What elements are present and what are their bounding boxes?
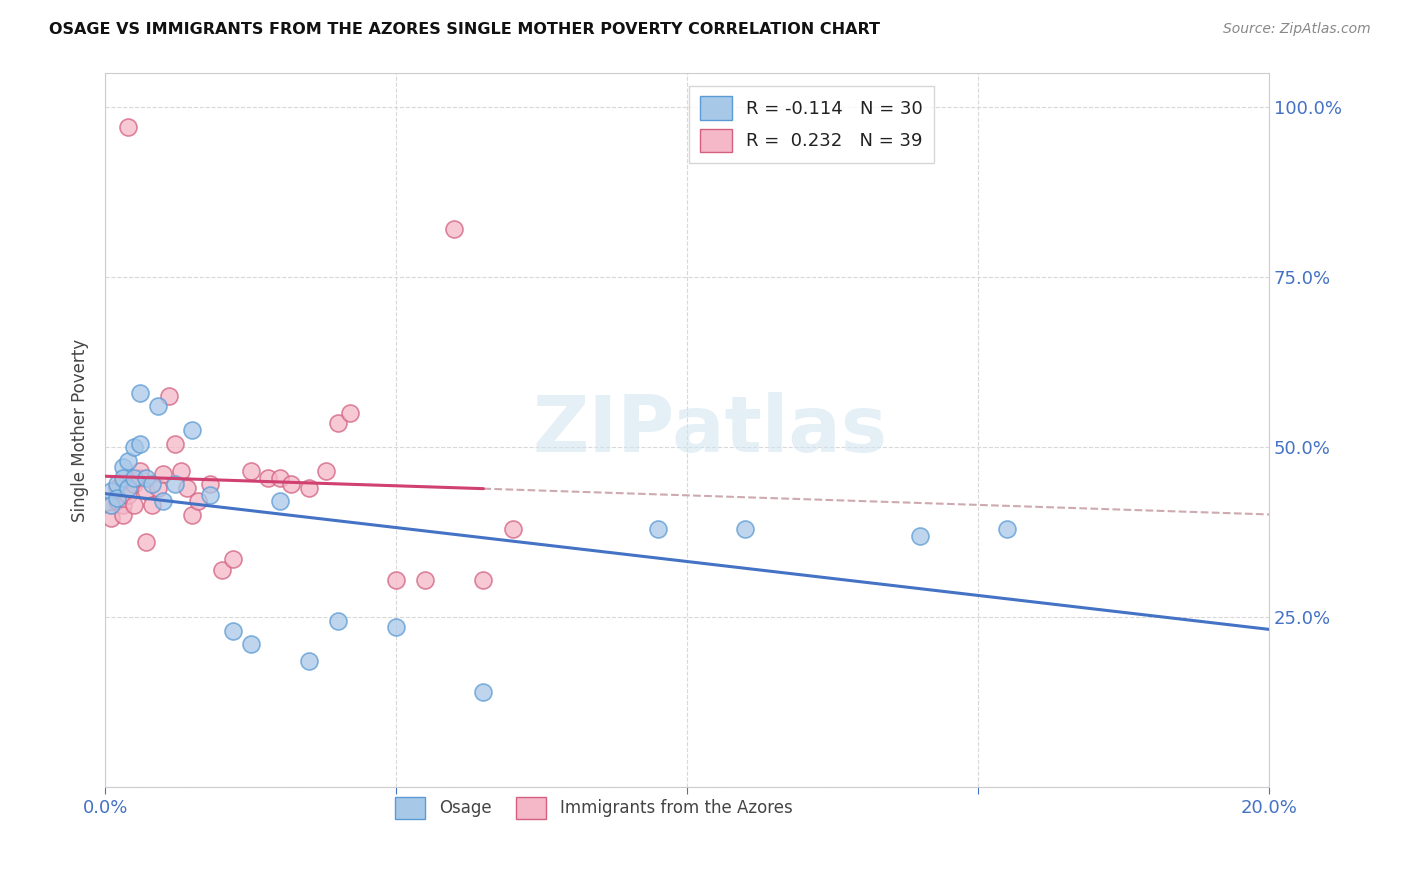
Point bbox=[135, 535, 157, 549]
Point bbox=[124, 471, 146, 485]
Point bbox=[105, 491, 128, 505]
Point bbox=[734, 522, 756, 536]
Point bbox=[152, 467, 174, 482]
Point bbox=[141, 477, 163, 491]
Point bbox=[385, 620, 408, 634]
Point bbox=[413, 573, 436, 587]
Point bbox=[146, 399, 169, 413]
Point bbox=[105, 477, 128, 491]
Point bbox=[100, 484, 122, 499]
Point bbox=[298, 481, 321, 495]
Point bbox=[385, 573, 408, 587]
Point bbox=[187, 494, 209, 508]
Point bbox=[105, 494, 128, 508]
Text: Source: ZipAtlas.com: Source: ZipAtlas.com bbox=[1223, 22, 1371, 37]
Y-axis label: Single Mother Poverty: Single Mother Poverty bbox=[72, 338, 89, 522]
Point bbox=[124, 440, 146, 454]
Point bbox=[117, 453, 139, 467]
Point bbox=[176, 481, 198, 495]
Point bbox=[100, 498, 122, 512]
Point bbox=[117, 120, 139, 135]
Point bbox=[163, 436, 186, 450]
Point bbox=[111, 508, 134, 522]
Point bbox=[326, 614, 349, 628]
Point bbox=[326, 417, 349, 431]
Point bbox=[647, 522, 669, 536]
Point bbox=[105, 481, 128, 495]
Point bbox=[181, 508, 204, 522]
Point bbox=[124, 477, 146, 491]
Point bbox=[135, 471, 157, 485]
Point bbox=[198, 477, 221, 491]
Point bbox=[117, 481, 139, 495]
Point bbox=[443, 222, 465, 236]
Point bbox=[100, 511, 122, 525]
Point bbox=[315, 464, 337, 478]
Point bbox=[472, 573, 495, 587]
Point bbox=[141, 498, 163, 512]
Point bbox=[111, 498, 134, 512]
Point bbox=[280, 477, 302, 491]
Point bbox=[170, 464, 193, 478]
Point bbox=[239, 464, 262, 478]
Point bbox=[269, 494, 291, 508]
Point bbox=[129, 471, 152, 485]
Point bbox=[117, 488, 139, 502]
Text: OSAGE VS IMMIGRANTS FROM THE AZORES SINGLE MOTHER POVERTY CORRELATION CHART: OSAGE VS IMMIGRANTS FROM THE AZORES SING… bbox=[49, 22, 880, 37]
Point bbox=[111, 471, 134, 485]
Point bbox=[298, 654, 321, 668]
Point bbox=[129, 436, 152, 450]
Point bbox=[339, 406, 361, 420]
Point bbox=[257, 471, 280, 485]
Point bbox=[135, 484, 157, 499]
Point bbox=[269, 471, 291, 485]
Point bbox=[222, 624, 245, 638]
Point bbox=[100, 498, 122, 512]
Legend: Osage, Immigrants from the Azores: Osage, Immigrants from the Azores bbox=[389, 790, 799, 825]
Point bbox=[908, 528, 931, 542]
Point bbox=[124, 498, 146, 512]
Point bbox=[157, 389, 180, 403]
Point bbox=[239, 637, 262, 651]
Point bbox=[502, 522, 524, 536]
Point bbox=[181, 423, 204, 437]
Point bbox=[129, 464, 152, 478]
Point bbox=[111, 460, 134, 475]
Point bbox=[995, 522, 1018, 536]
Point bbox=[152, 494, 174, 508]
Point bbox=[472, 685, 495, 699]
Point bbox=[163, 477, 186, 491]
Text: ZIPatlas: ZIPatlas bbox=[533, 392, 887, 468]
Point bbox=[211, 562, 233, 576]
Point bbox=[146, 481, 169, 495]
Point bbox=[222, 552, 245, 566]
Point bbox=[198, 488, 221, 502]
Point bbox=[129, 385, 152, 400]
